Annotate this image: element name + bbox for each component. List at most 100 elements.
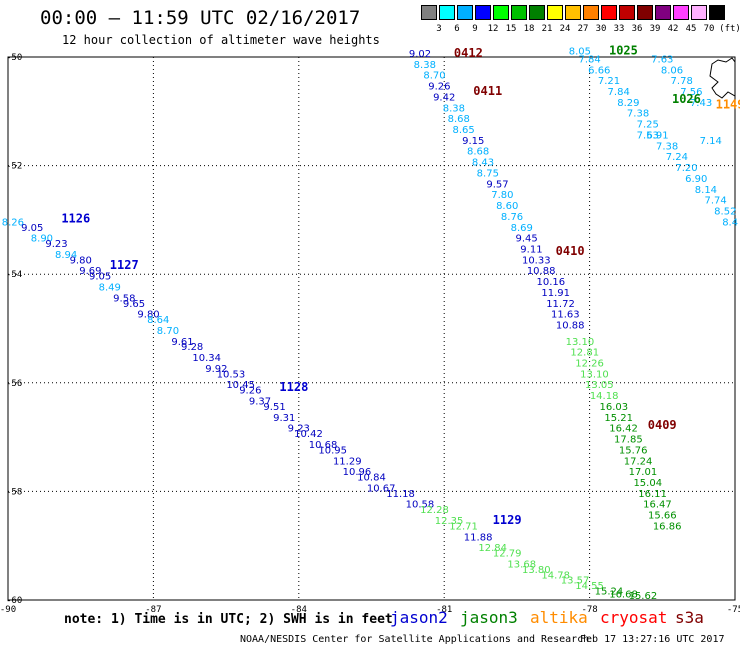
- wave-height-value: 11.63: [551, 310, 580, 321]
- wave-height-value: 8.38: [414, 60, 436, 71]
- colorbar-label: 45: [685, 24, 697, 34]
- colorbar-swatch: [709, 5, 725, 20]
- colorbar-swatch: [475, 5, 491, 20]
- wave-height-value: 14.55: [575, 581, 604, 592]
- coastline-fragment: [709, 57, 736, 99]
- map-frame: [7, 56, 736, 601]
- wave-height-value: 14.78: [541, 570, 570, 581]
- wave-height-value: 8.65: [452, 125, 474, 136]
- colorbar-label: 24: [559, 24, 571, 34]
- latitude-tick-label: -56: [6, 379, 22, 389]
- longitude-tick-label: -75: [727, 605, 740, 615]
- wave-height-value: 10.53: [217, 369, 246, 380]
- colorbar-swatch: [637, 5, 653, 20]
- wave-height-value: 15.04: [633, 478, 662, 489]
- colorbar-label: 3: [436, 24, 442, 34]
- longitude-tick-label: -87: [145, 605, 161, 615]
- pass-time-label: 1149: [716, 98, 740, 112]
- wave-height-value: 8.90: [31, 234, 53, 245]
- colorbar-label: 9: [472, 24, 478, 34]
- wave-height-value: 10.33: [522, 255, 551, 266]
- wave-height-value: 13.80: [522, 565, 551, 576]
- wave-height-value: 7.63: [651, 54, 673, 65]
- colorbar-label: 30: [595, 24, 607, 34]
- wave-height-value: 17.85: [614, 435, 643, 446]
- latitude-tick-label: -52: [6, 162, 22, 172]
- longitude-tick-label: -84: [291, 605, 307, 615]
- wave-height-value: 9.11: [520, 244, 542, 255]
- wave-height-value: 12.79: [493, 549, 522, 560]
- legend-cryosat: cryosat: [600, 608, 668, 627]
- colorbar-label: 21: [541, 24, 553, 34]
- colorbar-label: 36: [631, 24, 643, 34]
- wave-height-value: 9.45: [515, 234, 537, 245]
- colorbar-swatch: [457, 5, 473, 20]
- wave-height-value: 8.43: [472, 158, 494, 169]
- wave-height-value: 7.84: [608, 87, 630, 98]
- colorbar-label: 12: [487, 24, 499, 34]
- wave-height-value: 16.86: [653, 521, 682, 532]
- generated-timestamp: Feb 17 13:27:16 UTC 2017: [580, 634, 725, 645]
- wave-height-value: 9.26: [428, 82, 450, 93]
- longitude-tick-label: -81: [436, 605, 452, 615]
- wave-height-value: 8.68: [467, 147, 489, 158]
- wave-height-value: 16.68: [609, 589, 638, 600]
- wave-height-value: 8.68: [448, 114, 470, 125]
- wave-height-value: 8.26: [2, 217, 24, 228]
- wave-height-value: 7.20: [675, 163, 697, 174]
- wave-height-value: 8.64: [147, 315, 169, 326]
- colorbar-swatch: [493, 5, 509, 20]
- wave-height-value: 7.56: [680, 87, 702, 98]
- wave-height-value: 11.91: [541, 288, 570, 299]
- colorbar-label: 70: [703, 24, 715, 34]
- wave-height-value: 8.52: [714, 206, 736, 217]
- colorbar-swatch: [565, 5, 581, 20]
- wave-height-value: 8.05: [569, 46, 591, 57]
- pass-time-label: 1026: [672, 92, 701, 106]
- colorbar-swatch: [601, 5, 617, 20]
- wave-height-value: 13.10: [580, 369, 609, 380]
- pass-time-label: 1129: [493, 513, 522, 527]
- wave-height-value: 8.76: [501, 212, 523, 223]
- wave-height-value: 8.94: [55, 250, 77, 261]
- longitude-tick-label: -90: [0, 605, 16, 615]
- wave-height-value: 16.03: [600, 402, 629, 413]
- wave-height-value: 11.72: [546, 299, 575, 310]
- wave-height-value: 13.05: [585, 380, 614, 391]
- pass-time-label: 1025: [609, 43, 638, 57]
- longitude-tick-label: -78: [581, 605, 597, 615]
- wave-height-value: 9.80: [137, 310, 159, 321]
- legend-s3a: s3a: [675, 608, 704, 627]
- wave-height-value: 9.65: [123, 299, 145, 310]
- wave-height-value: 7.84: [578, 54, 600, 65]
- wave-height-value: 14.18: [590, 391, 619, 402]
- colorbar-swatch: [529, 5, 545, 20]
- wave-height-value: 9.58: [113, 293, 135, 304]
- wave-height-value: 9.31: [273, 413, 295, 424]
- wave-height-value: 8.14: [695, 185, 717, 196]
- colorbar-label: 27: [577, 24, 589, 34]
- pass-time-label: 1126: [61, 212, 90, 226]
- wave-height-value: 13.68: [507, 559, 536, 570]
- wave-height-value: 13.57: [561, 576, 590, 587]
- colorbar-swatch: [511, 5, 527, 20]
- wave-height-value: 8.69: [511, 223, 533, 234]
- wave-height-value: 10.58: [406, 500, 435, 511]
- wave-height-value: 9.42: [433, 92, 455, 103]
- wave-height-value: 15.24: [595, 587, 624, 598]
- wave-height-value: 10.34: [192, 353, 221, 364]
- colorbar-swatch: [619, 5, 635, 20]
- wave-height-value: 16.11: [638, 489, 667, 500]
- wave-height-value: 7.78: [671, 76, 693, 87]
- wave-height-value: 12.26: [575, 359, 604, 370]
- wave-height-value: 9.80: [70, 255, 92, 266]
- wave-height-value: 10.84: [357, 473, 386, 484]
- colorbar-swatch: [673, 5, 689, 20]
- colorbar-unit: (ft): [719, 24, 740, 34]
- pass-time-label: 1127: [110, 258, 139, 272]
- wave-height-value: 7.25: [637, 120, 659, 131]
- wave-height-value: 15.76: [619, 445, 648, 456]
- wave-height-value: 8.38: [443, 103, 465, 114]
- wave-height-value: 8.70: [423, 71, 445, 82]
- wave-height-value: 8.4: [722, 217, 738, 228]
